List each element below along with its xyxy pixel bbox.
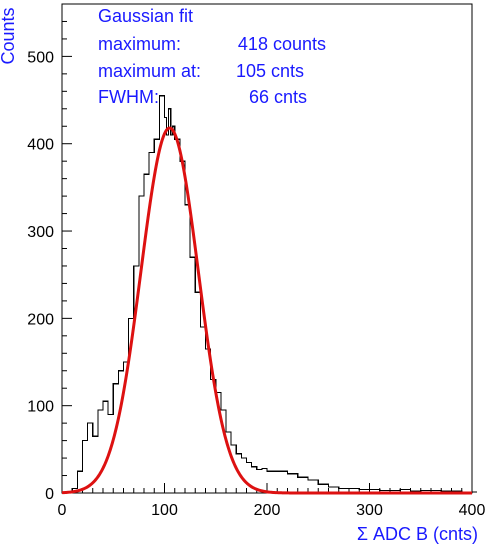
annotation-title: Gaussian fit — [98, 6, 193, 26]
y-axis-title: Counts — [0, 7, 18, 64]
y-tick-label: 0 — [45, 486, 54, 503]
annotation-maximum-at-value: 105 cnts — [236, 61, 304, 81]
annotation-maximum-value: 418 counts — [238, 34, 326, 54]
x-tick-label: 400 — [459, 502, 486, 519]
y-tick-label: 200 — [27, 311, 54, 328]
y-tick-label: 400 — [27, 137, 54, 154]
y-tick-label: 100 — [27, 399, 54, 416]
annotation-fwhm-value: 66 cnts — [249, 87, 307, 107]
annotation-maximum-at-label: maximum at: — [98, 61, 201, 81]
y-tick-label: 300 — [27, 224, 54, 241]
x-tick-label: 100 — [151, 502, 178, 519]
annotation-maximum-label: maximum: — [98, 34, 181, 54]
tick-layer: 0 100 200 300 400 0 100 200 300 400 500 — [27, 3, 486, 519]
x-tick-label: 200 — [254, 502, 281, 519]
histogram-line — [71, 95, 478, 493]
x-axis-title: Σ ADC B (cnts) — [357, 524, 478, 544]
x-tick-label: 300 — [356, 502, 383, 519]
y-tick-label: 500 — [27, 49, 54, 66]
annotation-fwhm-label: FWHM: — [98, 87, 159, 107]
gaussian-fit-line — [61, 126, 472, 495]
x-tick-label: 0 — [58, 502, 67, 519]
series-layer — [61, 95, 478, 495]
